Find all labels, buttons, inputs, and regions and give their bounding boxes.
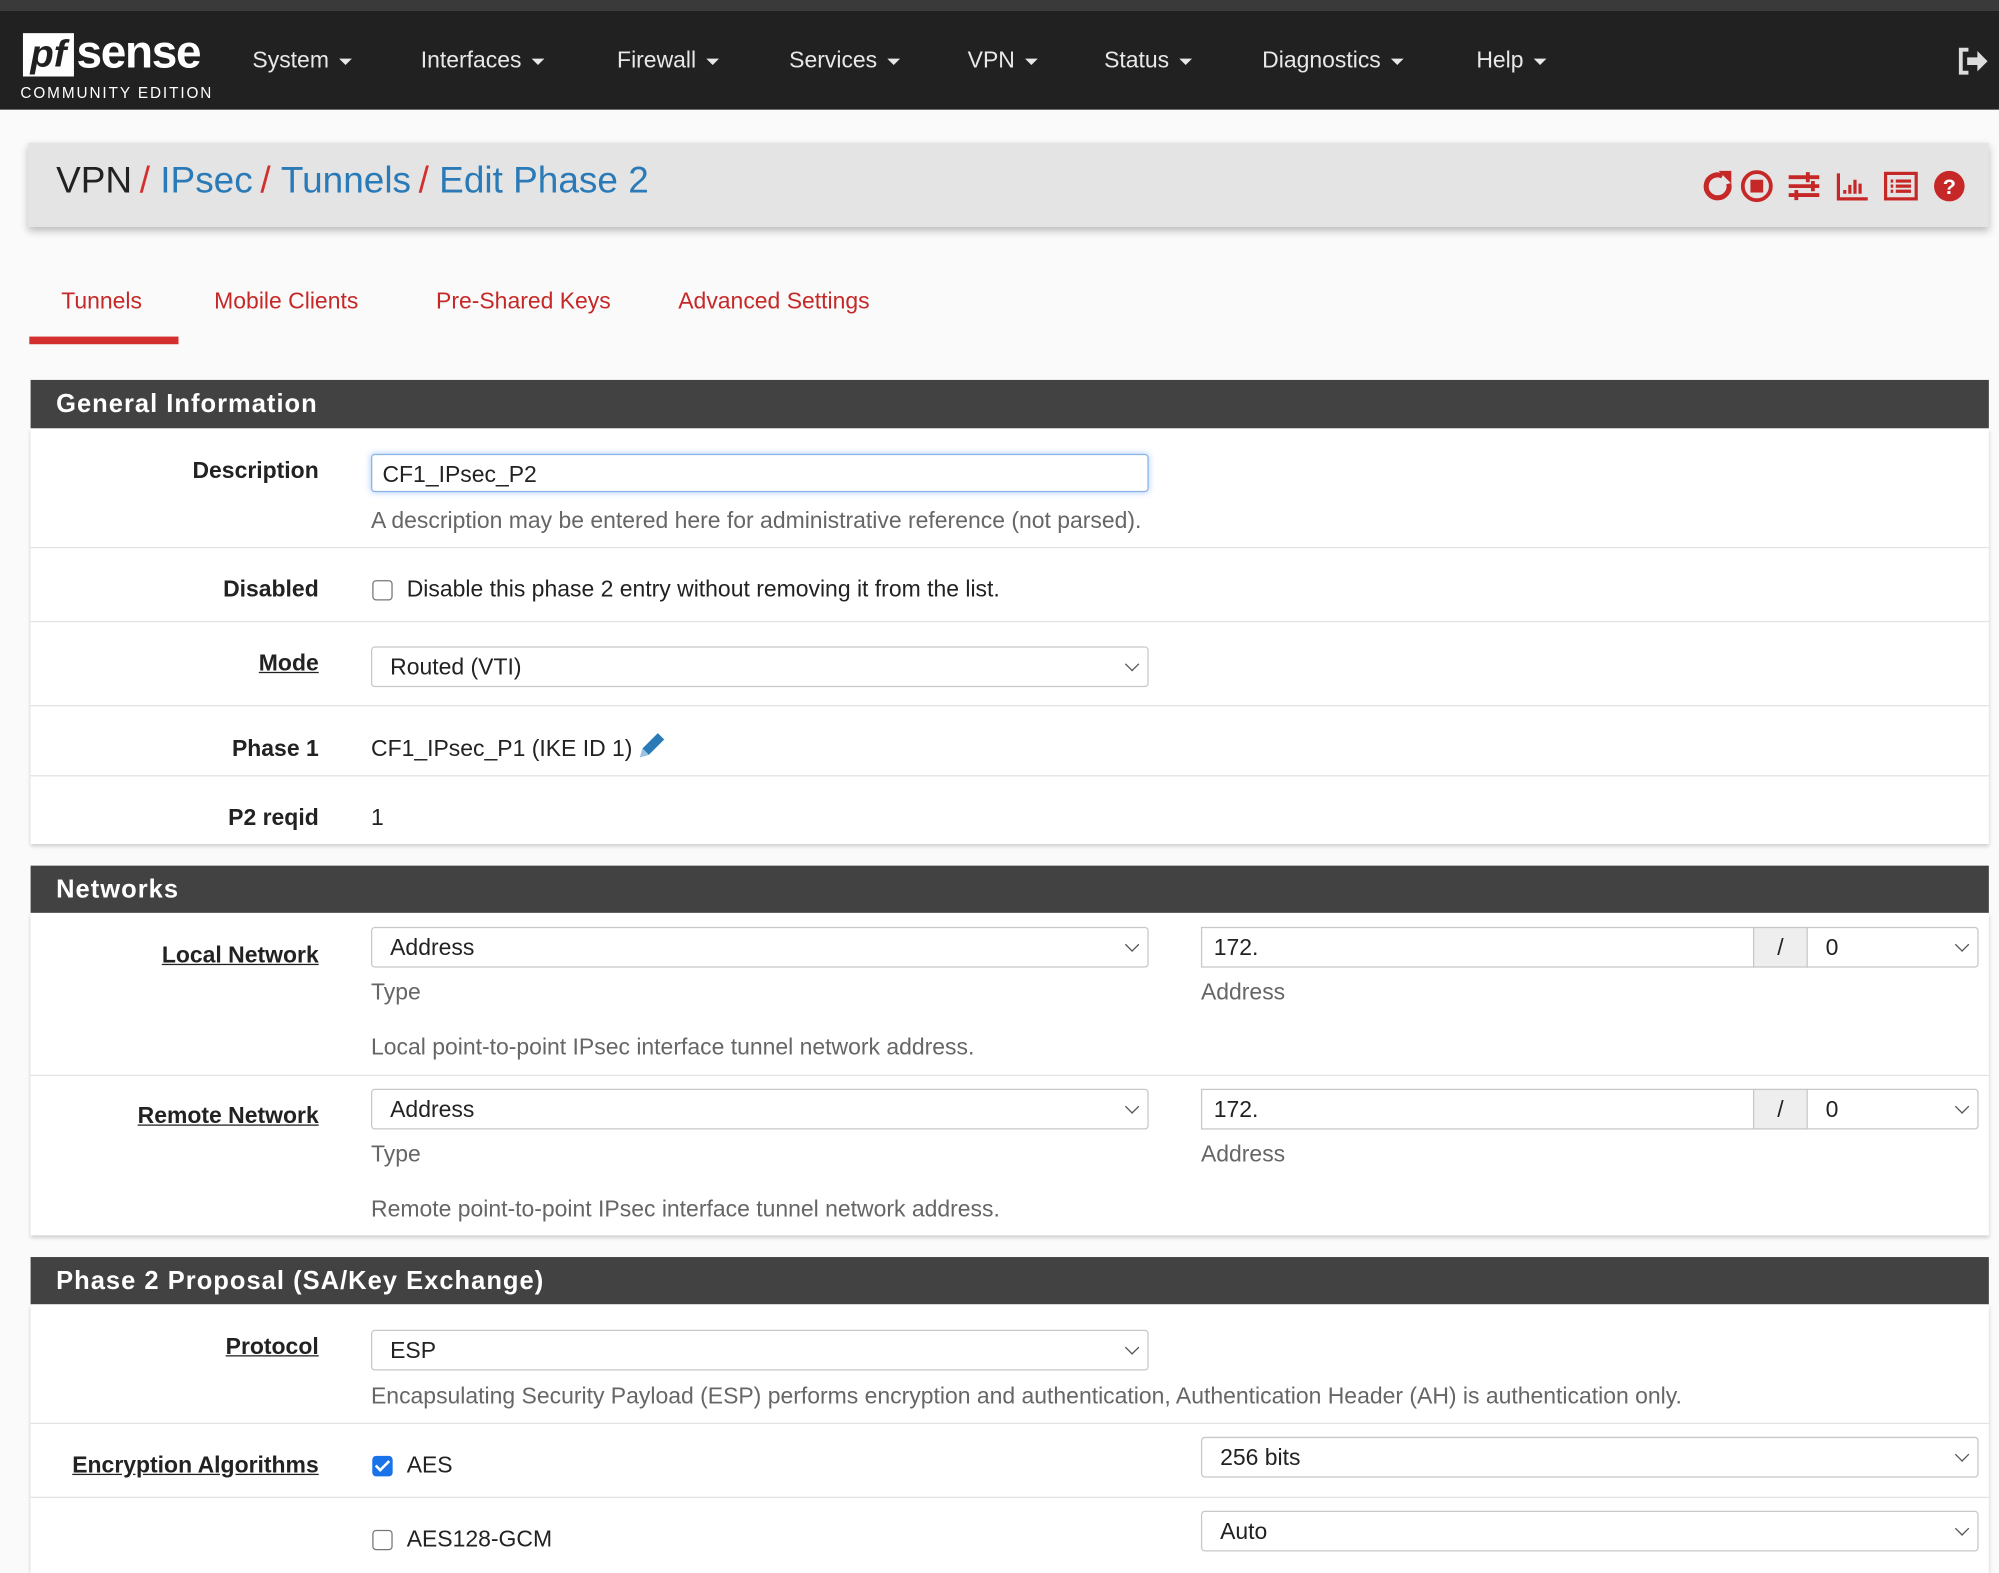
remote-type-caption: Type [370,1141,421,1167]
remote-network-type-select[interactable]: Address [370,1088,1149,1130]
protocol-select[interactable]: ESP [370,1329,1149,1371]
svg-text:?: ? [1943,174,1956,199]
caret-down-icon [1533,58,1547,65]
nav-status[interactable]: Status [1104,47,1193,74]
navbar [0,10,1999,110]
local-network-label[interactable]: Local Network [161,942,319,968]
remote-network-address-input[interactable]: 172. [1200,1088,1755,1130]
panel-heading-general: General Information [30,379,1989,429]
caret-down-icon [706,58,720,65]
local-network-mask-select[interactable]: 0 [1806,926,1979,968]
aes128-gcm-checkbox[interactable] [372,1529,393,1551]
protocol-label[interactable]: Protocol [225,1333,319,1360]
remote-network-label[interactable]: Remote Network [137,1102,319,1129]
active-tab-indicator [29,336,179,345]
divider [30,1422,1989,1425]
mode-select[interactable]: Routed (VTI) [370,646,1149,688]
mode-label[interactable]: Mode [258,650,319,676]
tab-advanced-settings[interactable]: Advanced Settings [678,288,870,314]
divider [30,775,1989,777]
divider [30,1496,1989,1499]
bar-chart-icon[interactable] [1835,168,1871,204]
nav-firewall[interactable]: Firewall [617,47,720,74]
description-help: A description may be entered here for ad… [370,507,1142,533]
remote-network-mask-select[interactable]: 0 [1806,1088,1979,1130]
window-top-strip [0,0,1999,11]
aes-label: AES [406,1452,453,1478]
aes128-gcm-key-length-select[interactable]: Auto [1200,1510,1979,1552]
breadcrumb-vpn: VPN [56,160,133,202]
breadcrumb-tunnels[interactable]: Tunnels [280,160,412,202]
aes-key-length-select[interactable]: 256 bits [1200,1436,1979,1478]
encryption-algorithms-label[interactable]: Encryption Algorithms [72,1452,319,1478]
tab-mobile-clients[interactable]: Mobile Clients [214,288,359,314]
nav-system[interactable]: System [252,47,352,74]
protocol-help: Encapsulating Security Payload (ESP) per… [370,1383,1682,1409]
divider [30,620,1989,623]
local-network-address-input[interactable]: 172. [1200,926,1755,968]
local-network-slash: / [1752,926,1808,968]
breadcrumb-ipsec[interactable]: IPsec [160,160,253,202]
phase1-label: Phase 1 [231,735,319,762]
panel-heading-networks: Networks [30,865,1989,915]
nav-interfaces[interactable]: Interfaces [421,47,545,74]
logo-edition: COMMUNITY EDITION [20,84,214,102]
panel-general [30,428,1989,844]
phase1-value: CF1_IPsec_P1 (IKE ID 1) [370,735,633,762]
disabled-label: Disabled [223,576,319,602]
pencil-icon[interactable] [635,729,668,762]
remote-address-caption: Address [1200,1141,1286,1167]
list-icon[interactable] [1883,168,1919,204]
divider [30,546,1989,549]
breadcrumb: VPN / IPsec / Tunnels / Edit Phase 2 [56,160,649,202]
local-network-type-select[interactable]: Address [370,926,1149,968]
sliders-icon[interactable] [1786,168,1822,204]
description-label: Description [192,457,319,484]
reload-icon[interactable] [1701,168,1737,204]
sign-out-icon[interactable] [1956,46,1989,77]
caret-down-icon [1390,58,1404,65]
caret-down-icon [531,58,545,65]
caret-down-icon [887,58,901,65]
nav-vpn[interactable]: VPN [968,47,1038,74]
logo-word: sense [76,25,201,78]
panel-heading-phase2: Phase 2 Proposal (SA/Key Exchange) [30,1257,1989,1306]
disabled-checkbox[interactable] [372,580,393,601]
caret-down-icon [339,58,352,65]
breadcrumb-edit-phase-2[interactable]: Edit Phase 2 [439,160,649,202]
local-type-caption: Type [370,979,421,1005]
aes128-gcm-label: AES128-GCM [406,1526,553,1552]
nav-services[interactable]: Services [789,47,901,74]
local-network-help: Local point-to-point IPsec interface tun… [370,1033,975,1060]
p2-reqid-value: 1 [370,804,384,830]
divider [30,705,1989,707]
remote-network-help: Remote point-to-point IPsec interface tu… [370,1195,1000,1222]
remote-network-slash: / [1752,1088,1808,1130]
divider [30,1074,1989,1077]
stop-circle-icon[interactable] [1739,168,1775,204]
logo-mark: pf [22,33,74,77]
breadcrumb-bar [28,142,1989,227]
nav-help[interactable]: Help [1476,47,1547,74]
nav-diagnostics[interactable]: Diagnostics [1262,47,1404,74]
description-input[interactable]: CF1_IPsec_P2 [370,453,1149,493]
disabled-text: Disable this phase 2 entry without remov… [406,576,1000,602]
p2-reqid-label: P2 reqid [228,804,319,830]
aes-checkbox[interactable] [372,1455,393,1477]
caret-down-icon [1025,58,1038,65]
tab-tunnels[interactable]: Tunnels [61,288,142,314]
local-address-caption: Address [1200,979,1286,1005]
help-circle-icon[interactable]: ? [1931,168,1967,204]
tab-pre-shared-keys[interactable]: Pre-Shared Keys [436,288,611,314]
caret-down-icon [1179,58,1193,65]
